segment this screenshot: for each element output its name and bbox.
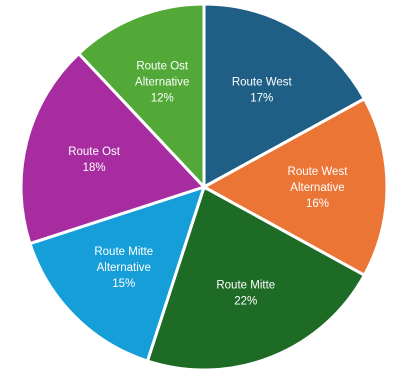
slice-name-label: Alternative [135, 77, 189, 89]
slice-name-label: Route Mitte [94, 246, 153, 258]
slice-value-label: 15% [112, 278, 135, 290]
slice-label-route-mitte: Route Mitte 22% [216, 279, 275, 307]
slice-value-label: 17% [250, 92, 273, 104]
slice-name-label: Route Mitte [216, 279, 275, 291]
slice-value-label: 12% [151, 93, 174, 105]
slice-value-label: 18% [83, 162, 106, 174]
pie-slice-route-west [202, 2, 367, 190]
slice-name-label: Route Ost [136, 61, 189, 73]
slice-value-label: 16% [306, 198, 329, 210]
slice-label-route-ost: Route Ost 18% [68, 146, 121, 174]
pie-slice-route-ost-alternative [76, 2, 206, 191]
slice-value-label: 22% [234, 295, 257, 307]
slice-name-label: Route Ost [68, 146, 121, 158]
slice-label-route-west-alternative: Route West Alternative 16% [288, 166, 349, 210]
slice-label-route-west: Route West 17% [232, 76, 293, 104]
slice-name-label: Route West [232, 76, 293, 88]
slice-label-route-mitte-alternative: Route Mitte Alternative 15% [94, 246, 153, 290]
pie-slice-route-ost [19, 51, 207, 246]
slice-label-route-ost-alternative: Route Ost Alternative 12% [135, 61, 189, 105]
pie-slice-route-mitte [145, 184, 367, 371]
slice-name-label: Route West [288, 166, 349, 178]
slice-name-label: Alternative [290, 182, 344, 194]
pie-slice-route-west-alternative [200, 96, 389, 278]
slice-name-label: Alternative [97, 262, 151, 274]
